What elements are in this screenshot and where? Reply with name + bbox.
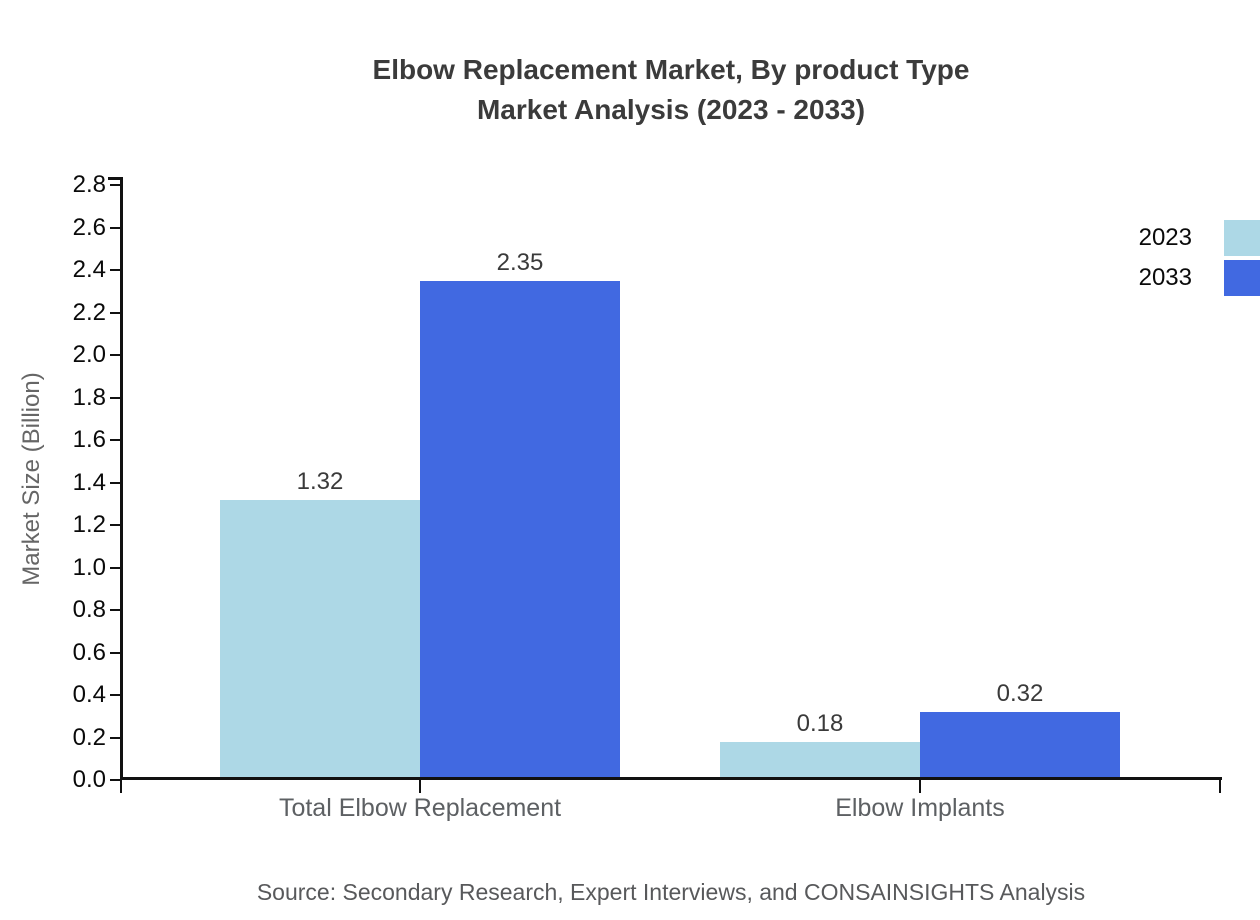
plot-area: 1.32 2.35 0.18 0.32 0.0 0.2 0.4 0.6 0.8 1.0 1.2 1.…: [73, 171, 1222, 822]
y-tick-label: 1.2: [72, 511, 106, 538]
y-axis-top-cap: [108, 177, 120, 180]
y-tick-mark: [110, 779, 120, 781]
legend-swatch-2023: [1224, 220, 1260, 256]
bar-value-label: 0.18: [796, 709, 844, 737]
bar-2023: [220, 499, 420, 780]
y-tick-label: 0.8: [72, 596, 106, 623]
bar-2023: [720, 741, 920, 780]
y-tick-mark: [110, 311, 120, 314]
source-note: Source: Secondary Research, Expert Inter…: [256, 879, 1086, 905]
y-tick-label: 2.0: [72, 341, 106, 368]
y-tick-label: 2.4: [72, 256, 106, 283]
y-tick-label: 2.6: [72, 213, 106, 241]
y-tick-label: 1.6: [72, 426, 106, 453]
chart-title-line1: Elbow Replacement Market, By product Typ…: [372, 54, 970, 85]
legend: 2023 2033: [1139, 218, 1260, 298]
y-tick-label: 2.2: [72, 298, 106, 326]
y-tick-mark: [110, 566, 120, 569]
y-axis-spine: [120, 177, 123, 780]
x-tick-mark: [419, 780, 421, 793]
y-tick-mark: [110, 651, 120, 654]
y-tick-label: 1.0: [72, 553, 106, 581]
y-tick-mark: [110, 439, 120, 441]
y-tick-mark: [110, 609, 120, 611]
y-tick-mark: [110, 354, 120, 356]
legend-swatch-2033: [1224, 260, 1260, 296]
bar-value-label: 1.32: [296, 467, 344, 495]
y-tick-label: 0.2: [72, 723, 106, 751]
y-tick-label: 2.8: [72, 171, 106, 198]
y-tick-mark: [110, 184, 120, 186]
chart-title: Elbow Replacement Market, By product Typ…: [120, 50, 1222, 130]
legend-item: 2023: [1139, 218, 1260, 258]
y-tick-label: 0.6: [72, 638, 106, 666]
x-tick-mark: [120, 780, 122, 793]
legend-label: 2033: [1138, 264, 1192, 291]
y-tick-mark: [110, 226, 120, 229]
bar-value-label: 2.35: [496, 248, 544, 276]
x-tick-mark: [919, 780, 921, 793]
y-tick-label: 1.4: [72, 468, 106, 496]
legend-label: 2023: [1138, 224, 1192, 251]
x-tick-mark: [1219, 780, 1221, 793]
y-tick-mark: [110, 269, 120, 271]
category-label: Total Elbow Replacement: [278, 794, 562, 822]
y-tick-label: 0.4: [72, 681, 106, 708]
chart-title-line2: Market Analysis (2023 - 2033): [476, 94, 866, 125]
y-tick-mark: [110, 736, 120, 739]
legend-item: 2033: [1139, 258, 1260, 298]
bar-2033: [420, 280, 620, 780]
category-label: Elbow Implants: [835, 794, 1005, 822]
y-tick-mark: [110, 694, 120, 696]
y-tick-mark: [110, 396, 120, 399]
bar-value-label: 0.32: [996, 680, 1044, 707]
y-tick-mark: [110, 524, 120, 526]
x-axis-spine: [120, 777, 1222, 780]
y-tick-label: 0.0: [72, 766, 106, 793]
bar-2033: [920, 712, 1120, 780]
y-tick-label: 1.8: [72, 383, 106, 411]
y-axis-title: Market Size (Billion): [18, 372, 45, 586]
y-tick-mark: [110, 481, 120, 484]
